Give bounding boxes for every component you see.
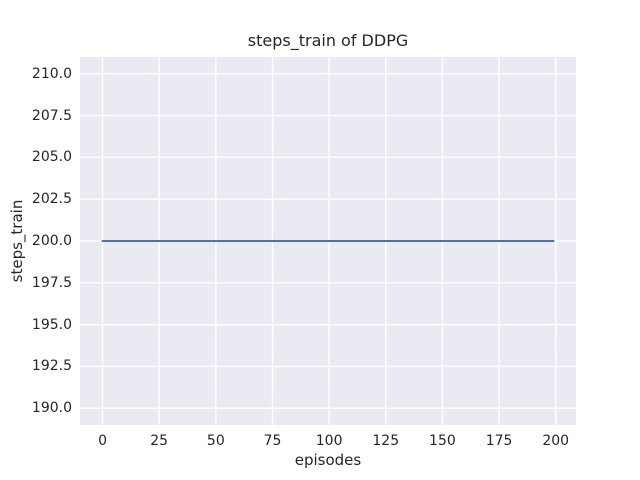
x-tick-label: 50 [206, 433, 225, 449]
plot-area [80, 57, 576, 425]
y-tick-label: 200.0 [31, 233, 72, 249]
x-tick-label: 0 [98, 433, 107, 449]
plot-svg [80, 57, 576, 425]
x-tick-label: 175 [485, 433, 513, 449]
x-tick-label: 200 [542, 433, 570, 449]
y-tick-label: 192.5 [31, 358, 72, 375]
y-tick-label: 207.5 [31, 107, 72, 124]
chart-title: steps_train of DDPG [247, 31, 409, 50]
y-tick-label: 195.0 [31, 316, 72, 333]
x-tick-label: 150 [429, 433, 456, 449]
x-tick-label: 100 [315, 433, 343, 449]
x-tick-label: 125 [372, 433, 400, 449]
x-tick-label: 25 [150, 433, 169, 449]
y-tick-label: 205.0 [31, 149, 72, 166]
x-axis-label: episodes [294, 451, 362, 469]
y-tick-label: 190.0 [31, 400, 72, 417]
y-tick-label: 202.5 [31, 191, 72, 208]
y-tick-label: 197.5 [31, 274, 72, 291]
x-tick-label: 75 [263, 433, 282, 449]
y-tick-label: 210.0 [31, 65, 72, 82]
